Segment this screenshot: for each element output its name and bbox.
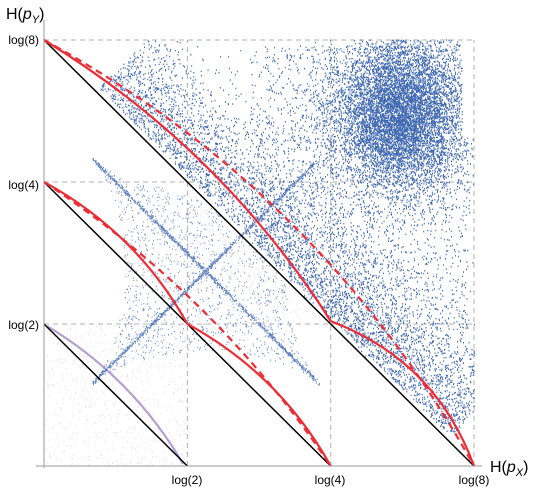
boundary-mid-dashed [43, 181, 332, 467]
diagonal-0 [43, 323, 188, 467]
boundary-curves [43, 39, 476, 467]
diagonal-lines [43, 39, 475, 467]
grid [44, 39, 475, 466]
faint-point-cloud [44, 185, 318, 467]
y-tick-log8: log(8) [8, 33, 39, 47]
faint-points [44, 185, 318, 467]
main-point-cloud [100, 39, 475, 433]
star-ridge-points [92, 156, 320, 386]
boundary-outer-upper [43, 39, 332, 322]
y-tick-log2: log(2) [8, 318, 39, 332]
x-tick-log2: log(2) [172, 473, 203, 487]
y-axis-title: H(pY) [6, 6, 44, 26]
arc-line [46, 325, 185, 465]
arc-curve [46, 325, 185, 465]
x-tick-log4: log(4) [315, 473, 346, 487]
y-tick-log4: log(4) [8, 178, 39, 192]
star-points [92, 156, 320, 386]
diagonal-2 [43, 39, 475, 467]
main-scatter-points [100, 39, 475, 433]
x-axis-title: H(pX) [490, 459, 528, 479]
diagonal-1 [43, 181, 332, 467]
x-tick-log8: log(8) [459, 473, 490, 487]
boundary-outer-dashed [43, 39, 475, 467]
